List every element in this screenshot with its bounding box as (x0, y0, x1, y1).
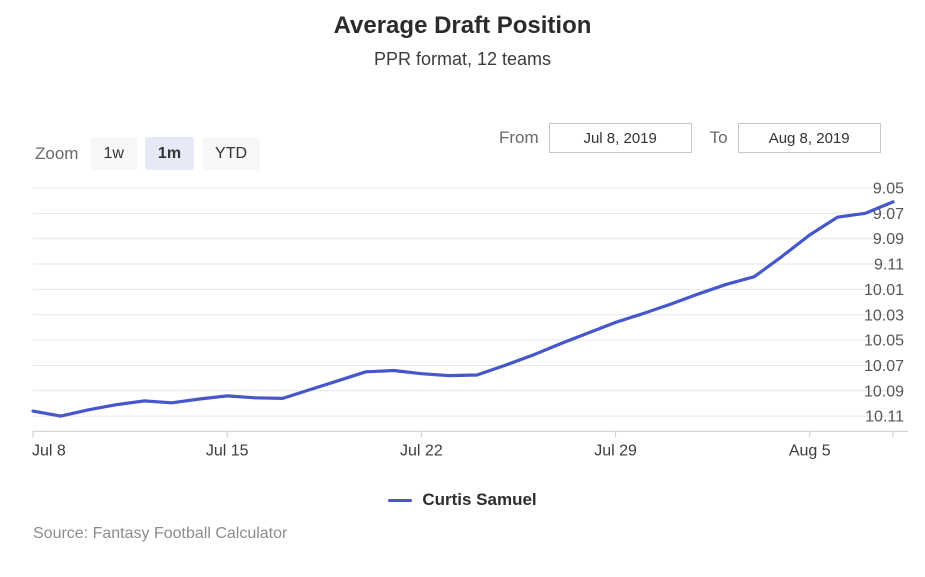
zoom-button-1w[interactable]: 1w (90, 137, 137, 170)
y-axis-label: 10.03 (864, 307, 904, 324)
y-axis-label: 9.11 (874, 257, 904, 274)
x-axis-label: Jul 22 (400, 442, 443, 459)
chart-subtitle: PPR format, 12 teams (373, 49, 552, 69)
chart-title: Average Draft Position (333, 12, 592, 39)
x-axis-label: Jul 15 (206, 442, 249, 459)
date-range-inputs: From To (499, 123, 881, 153)
x-axis-label: Aug 5 (789, 442, 831, 459)
y-axis-label: 10.11 (865, 409, 904, 426)
zoom-button-1m[interactable]: 1m (144, 137, 195, 170)
from-date-input[interactable] (548, 123, 692, 153)
y-axis-label: 10.01 (864, 282, 904, 299)
legend-line-swatch (388, 498, 413, 502)
y-axis-label: 9.09 (873, 231, 904, 248)
series-line-curtis-samuel[interactable] (31, 200, 895, 418)
legend[interactable]: Curtis Samuel (0, 488, 925, 512)
to-label: To (709, 128, 728, 147)
y-axis-label: 10.09 (864, 383, 904, 400)
x-axis-label: Jul 8 (32, 442, 66, 459)
zoom-label: Zoom (35, 143, 79, 163)
from-label: From (499, 128, 539, 147)
x-axis-label: Jul 29 (594, 442, 637, 459)
source-credit: Source: Fantasy Football Calculator (33, 525, 288, 542)
zoom-button-ytd[interactable]: YTD (202, 137, 261, 170)
to-date-input[interactable] (737, 123, 881, 153)
y-axis-label: 9.05 (873, 181, 904, 198)
zoom-range-selector: Zoom 1w 1m YTD (35, 137, 261, 170)
y-axis-label: 10.07 (864, 358, 904, 375)
y-axis-label: 10.05 (864, 333, 904, 350)
y-axis-label: 9.07 (873, 206, 904, 223)
legend-series-label: Curtis Samuel (422, 490, 537, 509)
